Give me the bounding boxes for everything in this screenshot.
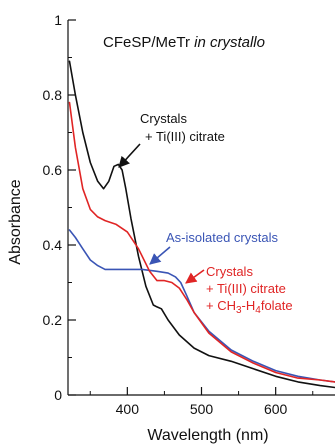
annotation-as-isolated-arrow bbox=[149, 246, 171, 265]
series-layer bbox=[68, 60, 335, 389]
y-tick-label-5: 1 bbox=[54, 12, 62, 28]
x-ticks: 400 500 600 bbox=[89, 387, 314, 417]
annotation-folate-line-3: + CH3-H4folate bbox=[206, 298, 293, 316]
annotation-ti-citrate-arrow bbox=[118, 143, 141, 168]
series-line-2 bbox=[68, 101, 335, 383]
annotation-folate-suffix: folate bbox=[261, 298, 293, 313]
annotation-ti-citrate: Crystals + Ti(III) citrate bbox=[118, 111, 225, 168]
y-tick-label-3: 0.6 bbox=[43, 162, 63, 178]
x-axis-label: Wavelength (nm) bbox=[147, 427, 268, 444]
x-tick-label-2: 600 bbox=[264, 401, 288, 417]
series-line-1 bbox=[68, 229, 335, 383]
annotation-as-isolated: As-isolated crystals bbox=[149, 230, 278, 265]
y-tick-label-0: 0 bbox=[54, 387, 62, 403]
series-line-0 bbox=[68, 60, 335, 389]
annotation-folate-sub-1: 3 bbox=[236, 305, 242, 316]
annotation-ti-citrate-line-2: + Ti(III) citrate bbox=[145, 129, 225, 144]
annotation-as-isolated-text: As-isolated crystals bbox=[166, 230, 278, 245]
chart-title-main: CFeSP/MeTr bbox=[103, 34, 194, 51]
annotation-folate-prefix: + CH bbox=[206, 298, 236, 313]
y-ticks: 0 0.2 0.4 0.6 0.8 1 bbox=[43, 12, 76, 403]
annotation-ti-citrate-line-1: Crystals bbox=[140, 111, 187, 126]
y-tick-label-4: 0.8 bbox=[43, 87, 63, 103]
annotation-folate: Crystals + Ti(III) citrate + CH3-H4folat… bbox=[185, 264, 293, 316]
annotation-folate-line-1: Crystals bbox=[206, 264, 253, 279]
x-tick-label-0: 400 bbox=[116, 401, 140, 417]
x-tick-label-1: 500 bbox=[190, 401, 214, 417]
annotation-folate-arrow bbox=[185, 269, 205, 284]
axes bbox=[67, 20, 335, 396]
annotation-folate-mid: -H bbox=[242, 298, 256, 313]
annotation-folate-sub-2: 4 bbox=[255, 305, 261, 316]
chart-title: CFeSP/MeTr in crystallo bbox=[103, 34, 265, 51]
chart-title-italic: in crystallo bbox=[194, 34, 265, 51]
y-tick-label-2: 0.4 bbox=[43, 237, 63, 253]
annotation-folate-line-2: + Ti(III) citrate bbox=[206, 281, 286, 296]
y-axis-label: Absorbance bbox=[7, 179, 24, 264]
y-tick-label-1: 0.2 bbox=[43, 312, 63, 328]
